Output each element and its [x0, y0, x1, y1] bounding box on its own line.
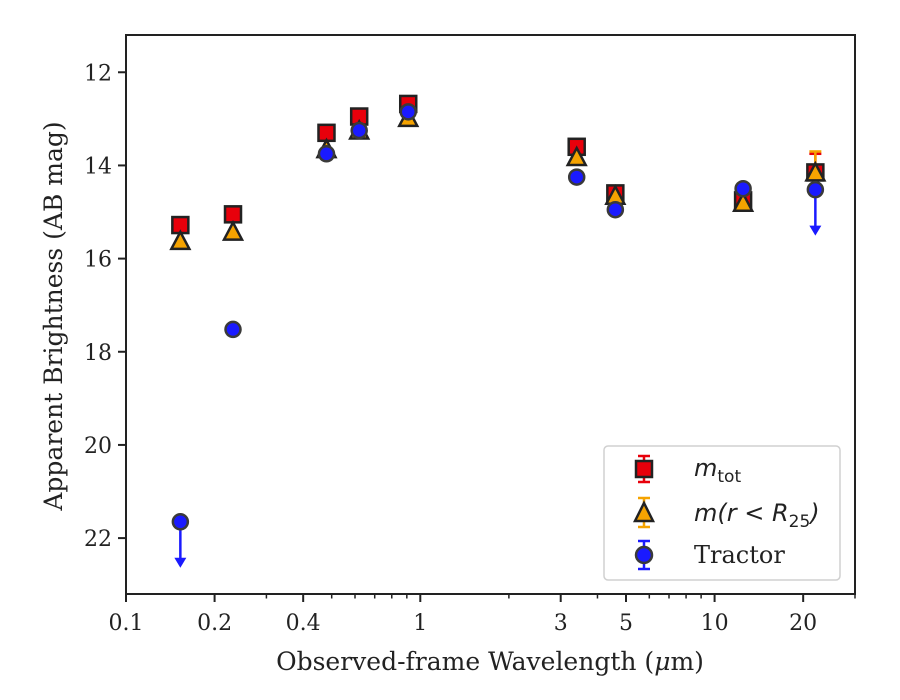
legend: mtot m(r < R25) Tractor — [603, 445, 841, 581]
data-point-circle — [317, 145, 336, 163]
data-point-triangle — [804, 160, 827, 182]
y-tick-label: 12 — [84, 61, 112, 86]
data-point-circle — [806, 180, 825, 199]
x-tick-label: 0.1 — [109, 611, 144, 636]
legend-label-tractor: Tractor — [694, 541, 785, 569]
series-triangle — [169, 106, 827, 251]
series-circle — [171, 103, 825, 568]
data-point-triangle — [169, 229, 192, 251]
data-point-circle — [399, 103, 417, 121]
legend-entry-tractor: Tractor — [634, 539, 785, 571]
data-marks — [169, 94, 827, 568]
data-point-circle — [171, 513, 190, 531]
x-axis-ticks: 0.1 0.2 0.4 1 3 5 10 20 — [109, 594, 856, 636]
data-point-triangle — [221, 219, 245, 241]
y-tick-label: 16 — [84, 248, 112, 273]
data-point-triangle — [565, 145, 588, 167]
upper-limit-arrowhead — [809, 225, 822, 236]
plot-frame — [125, 34, 856, 595]
data-point-triangle — [732, 191, 755, 212]
legend-entry-m-r25: m(r < R25) — [632, 496, 820, 532]
series-square — [171, 94, 825, 235]
legend-entry-mtot: mtot — [634, 454, 741, 487]
data-point-circle — [606, 200, 625, 219]
legend-box — [603, 445, 841, 581]
x-tick-label: 0.4 — [286, 611, 321, 636]
y-tick-label: 18 — [84, 341, 112, 366]
legend-marker-triangle — [632, 496, 656, 529]
x-tick-label: 20 — [789, 611, 817, 636]
data-point-circle — [734, 179, 752, 198]
x-axis-label: Observed-frame Wavelength (μm) — [276, 647, 704, 676]
upper-limit-arrowhead — [174, 557, 187, 568]
y-tick-label: 20 — [84, 434, 112, 459]
data-point-circle — [350, 121, 368, 140]
y-axis-ticks: 12 14 16 18 20 22 — [84, 61, 126, 552]
data-point-circle — [567, 168, 586, 186]
y-axis-label: Apparent Brightness (AB mag) — [39, 121, 68, 511]
x-tick-label: 5 — [619, 611, 633, 636]
legend-label-m-r25: m(r < R25) — [694, 499, 820, 532]
y-tick-label: 22 — [84, 527, 112, 552]
legend-marker-circle — [634, 539, 654, 571]
data-point-circle — [224, 320, 242, 339]
x-tick-label: 0.2 — [197, 611, 232, 636]
y-tick-label: 14 — [84, 154, 112, 179]
legend-marker-square — [634, 454, 654, 484]
x-tick-label: 10 — [701, 611, 729, 636]
x-tick-label: 1 — [413, 611, 427, 636]
legend-label-mtot: mtot — [694, 454, 741, 487]
x-tick-label: 3 — [554, 611, 568, 636]
